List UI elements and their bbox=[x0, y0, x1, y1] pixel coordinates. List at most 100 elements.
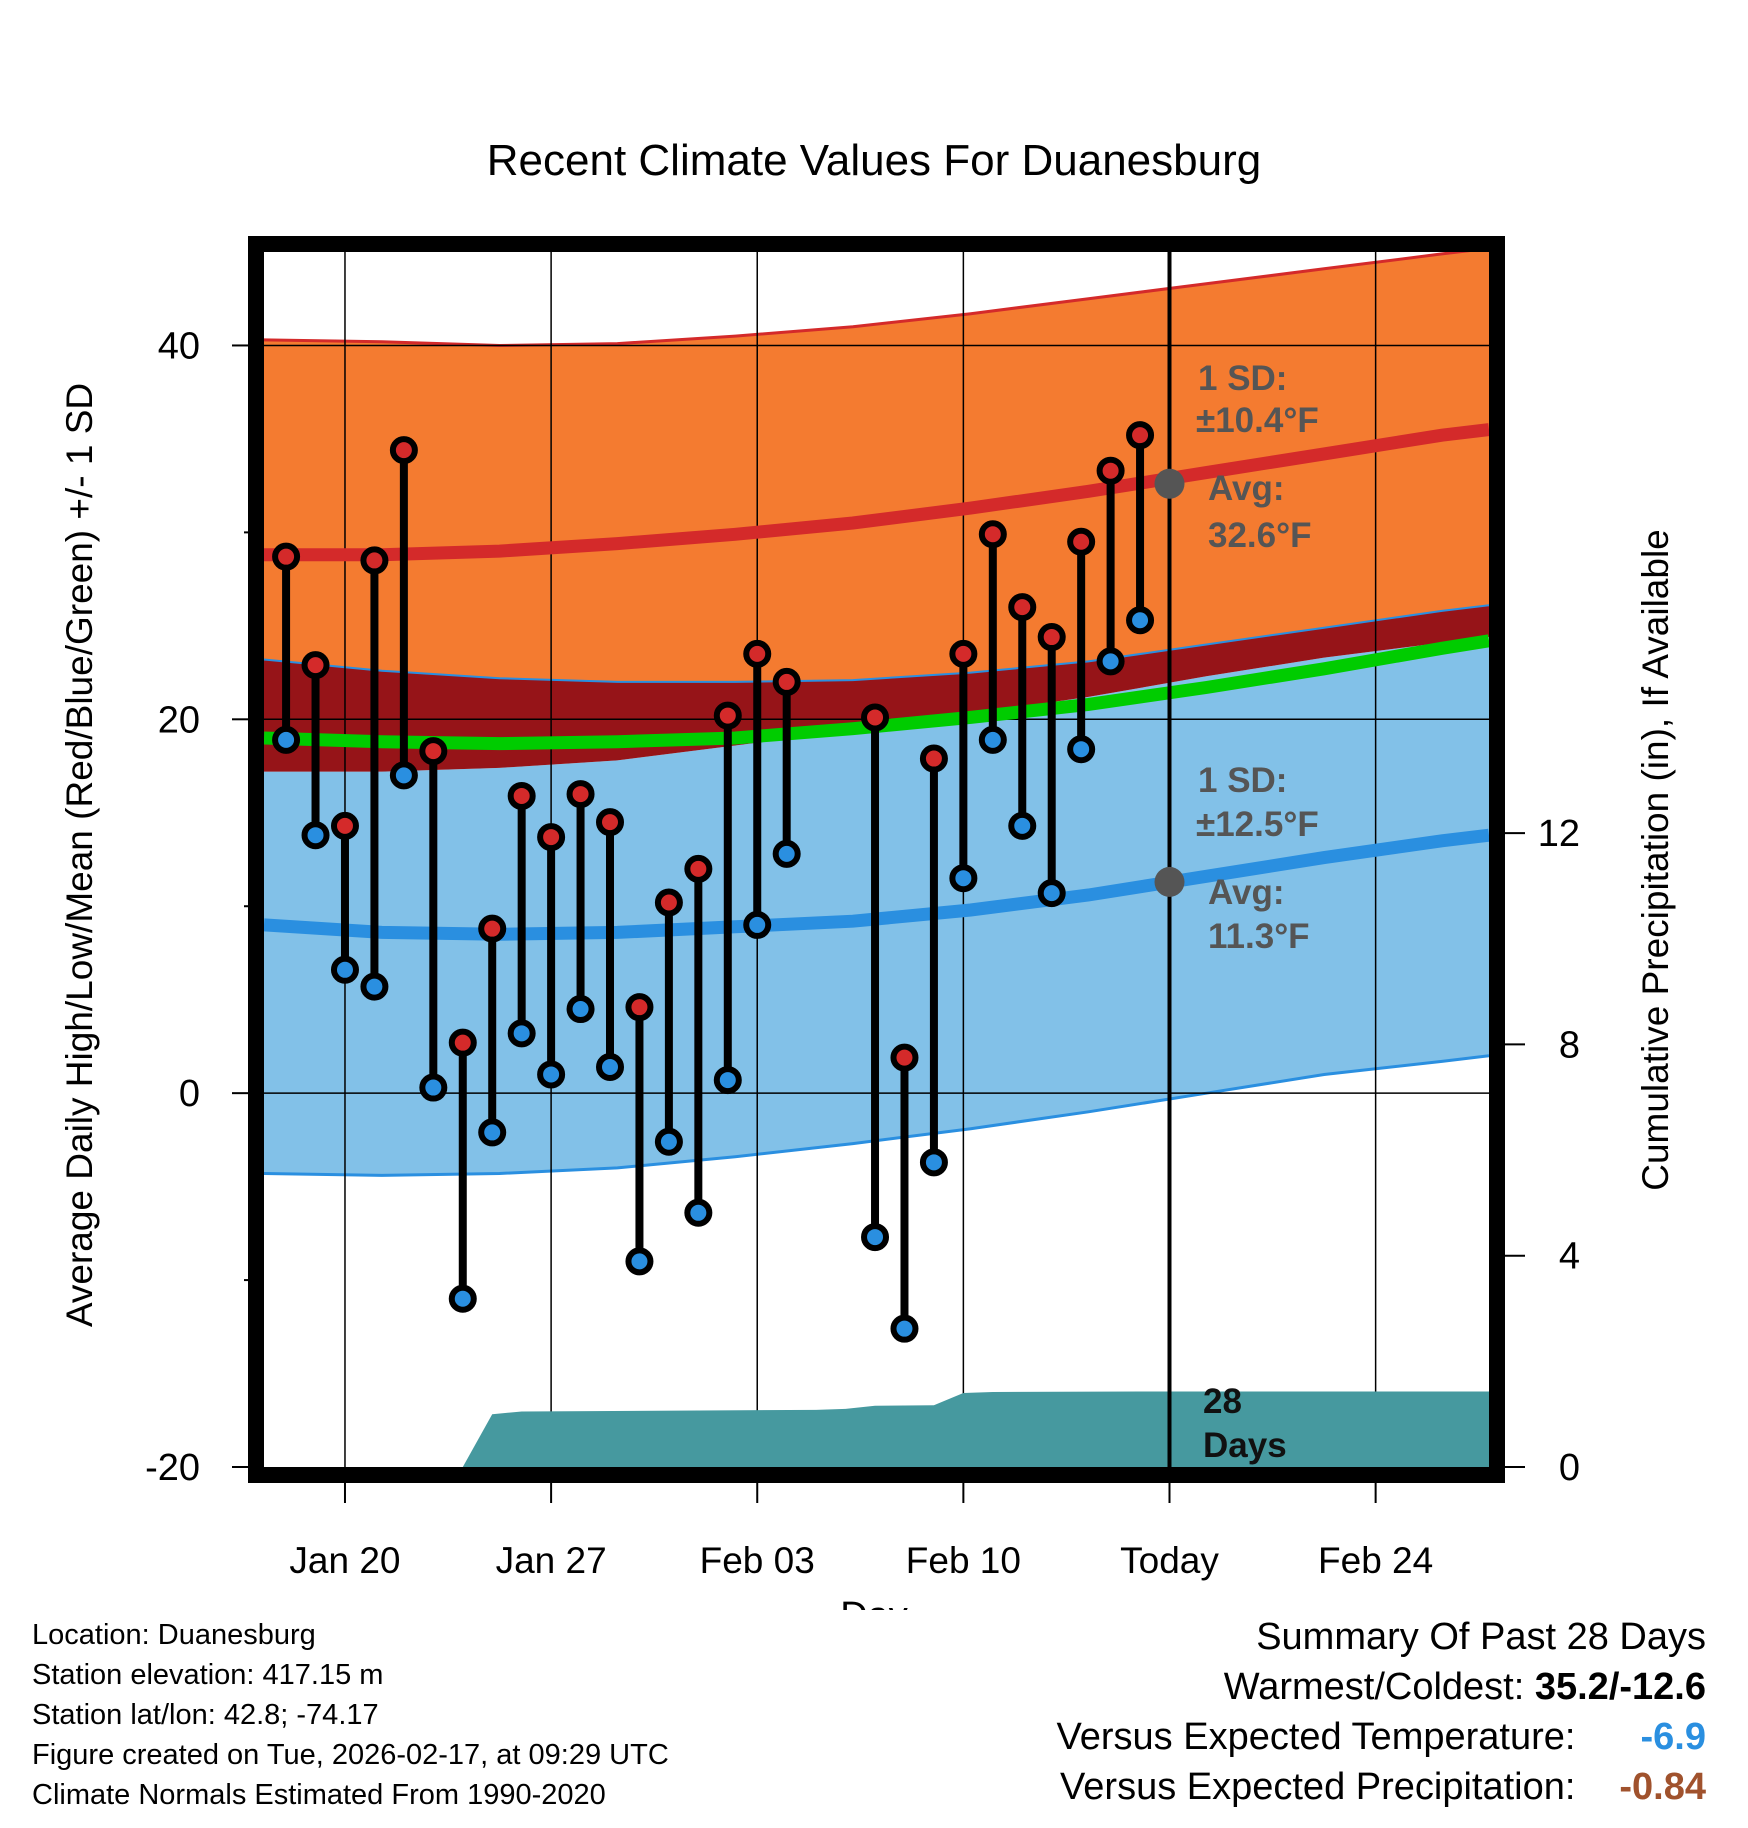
daily-low-dot bbox=[1037, 879, 1066, 908]
daily-low-dot bbox=[625, 1247, 654, 1276]
precip-label: Versus Expected Precipitation: bbox=[1060, 1766, 1576, 1808]
daily-high-dot bbox=[1037, 623, 1066, 652]
daily-high-dot bbox=[389, 436, 418, 465]
daily-low-dot bbox=[389, 761, 418, 790]
daily-low-dot bbox=[478, 1118, 507, 1147]
daily-high-dot bbox=[684, 854, 713, 883]
normals-text: Climate Normals Estimated From 1990-2020 bbox=[32, 1779, 606, 1811]
high-lower-line bbox=[264, 604, 1489, 683]
daily-low-dot bbox=[890, 1314, 919, 1343]
daily-low-dot bbox=[1126, 606, 1155, 635]
daily-high-dot bbox=[1008, 593, 1037, 622]
daily-high-dot bbox=[654, 888, 683, 917]
low-sd-value: ±12.5°F bbox=[1196, 805, 1319, 844]
daily-low-dot bbox=[978, 725, 1007, 754]
precip-area bbox=[462, 1391, 1489, 1467]
high-sd-value: ±10.4°F bbox=[1196, 401, 1319, 440]
daily-high-dot bbox=[743, 639, 772, 668]
x-tick-label: Jan 20 bbox=[289, 1540, 400, 1581]
daily-low-dot bbox=[1096, 647, 1125, 676]
created-text: Figure created on Tue, 2026-02-17, at 09… bbox=[32, 1739, 669, 1771]
daily-high-dot bbox=[919, 744, 948, 773]
climate-chart: -20 0 20 40 0 4 8 12 Jan 20 Jan 27 Feb 03 Feb 10 Tod… bbox=[59, 136, 1676, 1610]
daily-low-dot bbox=[566, 995, 595, 1024]
daily-low-dot bbox=[448, 1284, 477, 1313]
summary-warm-cold: Warmest/Coldest: 35.2/-12.6 bbox=[1057, 1662, 1706, 1712]
daily-high-dot bbox=[537, 823, 566, 852]
daily-high-dot bbox=[360, 546, 389, 575]
high-avg-line bbox=[264, 423, 1489, 562]
precip-value: -0.84 bbox=[1619, 1766, 1706, 1808]
plot-frame bbox=[248, 236, 1505, 1483]
daily-high-dot bbox=[713, 701, 742, 730]
x-tick-label: Feb 24 bbox=[1318, 1540, 1433, 1581]
elevation-text: Station elevation: 417.15 m bbox=[32, 1659, 384, 1691]
daily-low-dot bbox=[1067, 735, 1096, 764]
latlon-text: Station lat/lon: 42.8; -74.17 bbox=[32, 1699, 379, 1731]
daily-low-dot bbox=[861, 1223, 890, 1252]
warm-cold-label: Warmest/Coldest: bbox=[1223, 1666, 1525, 1708]
daily-high-dot bbox=[301, 651, 330, 680]
daily-high-dot bbox=[772, 667, 801, 696]
days-label: Days bbox=[1203, 1426, 1287, 1465]
daily-high-dot bbox=[507, 781, 536, 810]
high-sd-label: 1 SD: bbox=[1198, 359, 1287, 398]
low-sd-label: 1 SD: bbox=[1198, 761, 1287, 800]
x-tick-label: Feb 03 bbox=[700, 1540, 815, 1581]
daily-low-dot bbox=[360, 972, 389, 1001]
y2-tick-label: 4 bbox=[1559, 1236, 1580, 1278]
daily-low-dot bbox=[919, 1148, 948, 1177]
summary-temp: Versus Expected Temperature: -6.9 bbox=[1057, 1712, 1706, 1762]
daily-high-dot bbox=[978, 520, 1007, 549]
days-count: 28 bbox=[1203, 1382, 1242, 1421]
daily-high-dot bbox=[419, 737, 448, 766]
daily-high-dot bbox=[949, 639, 978, 668]
band-overlap bbox=[264, 605, 1489, 772]
daily-low-dot bbox=[684, 1198, 713, 1227]
low-avg-value: 11.3°F bbox=[1208, 917, 1310, 956]
daily-high-dot bbox=[1067, 527, 1096, 556]
y2-tick-label: 0 bbox=[1559, 1447, 1580, 1489]
daily-low-dot bbox=[419, 1073, 448, 1102]
today-low-avg-dot bbox=[1154, 866, 1185, 897]
daily-high-dot bbox=[478, 914, 507, 943]
y-tick-label: -20 bbox=[145, 1447, 200, 1489]
y2-tick-label: 12 bbox=[1538, 813, 1580, 855]
x-tick-label: Feb 10 bbox=[906, 1540, 1021, 1581]
daily-low-dot bbox=[272, 725, 301, 754]
summary-title: Summary Of Past 28 Days bbox=[1256, 1616, 1706, 1658]
daily-low-dot bbox=[596, 1052, 625, 1081]
summary-precip: Versus Expected Precipitation: -0.84 bbox=[1057, 1762, 1706, 1812]
daily-high-dot bbox=[566, 780, 595, 809]
temp-value: -6.9 bbox=[1640, 1716, 1706, 1758]
high-sd-band bbox=[264, 252, 1489, 682]
station-info: Location: Duanesburg Station elevation: … bbox=[32, 1615, 669, 1815]
y2-axis-label: Cumulative Precipitation (in), If Availa… bbox=[1635, 529, 1676, 1191]
daily-high-dot bbox=[1096, 456, 1125, 485]
daily-high-dot bbox=[861, 703, 890, 732]
low-avg-label: Avg: bbox=[1208, 873, 1284, 912]
mean-avg-line bbox=[264, 634, 1489, 751]
daily-high-dot bbox=[272, 542, 301, 571]
daily-high-dot bbox=[625, 993, 654, 1022]
daily-low-dot bbox=[772, 839, 801, 868]
daily-low-dot bbox=[654, 1127, 683, 1156]
daily-low-dot bbox=[743, 910, 772, 939]
today-high-avg-dot bbox=[1154, 468, 1185, 499]
daily-low-dot bbox=[330, 955, 359, 984]
y-tick-label: 20 bbox=[158, 699, 200, 741]
daily-low-dot bbox=[301, 821, 330, 850]
daily-high-dot bbox=[448, 1028, 477, 1057]
y-tick-label: 0 bbox=[179, 1073, 200, 1115]
high-avg-label: Avg: bbox=[1208, 469, 1284, 508]
daily-low-dot bbox=[1008, 811, 1037, 840]
y-axis-label: Average Daily High/Low/Mean (Red/Blue/Gr… bbox=[59, 383, 100, 1327]
chart-title: Recent Climate Values For Duanesburg bbox=[487, 136, 1261, 185]
warm-cold-value: 35.2/-12.6 bbox=[1534, 1666, 1706, 1708]
summary-panel: Summary Of Past 28 Days Warmest/Coldest:… bbox=[1057, 1612, 1706, 1812]
daily-high-dot bbox=[1126, 421, 1155, 450]
temp-label: Versus Expected Temperature: bbox=[1056, 1716, 1576, 1758]
y2-tick-label: 8 bbox=[1559, 1024, 1580, 1066]
y-tick-label: 40 bbox=[158, 325, 200, 367]
daily-high-dot bbox=[330, 811, 359, 840]
